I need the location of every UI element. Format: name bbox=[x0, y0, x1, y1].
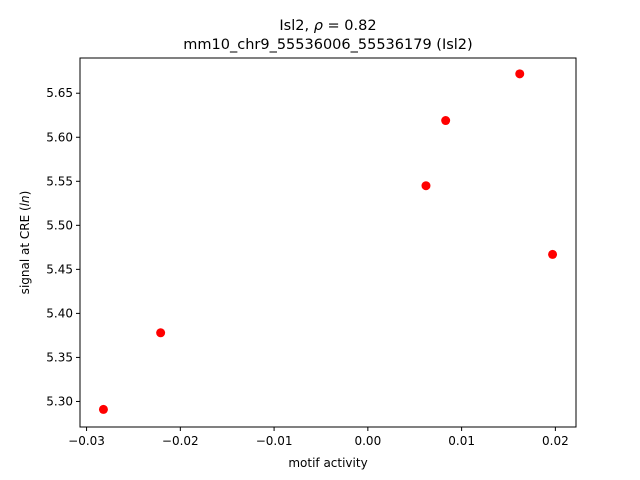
y-tick-label: 5.35 bbox=[46, 350, 73, 364]
y-tick-label: 5.65 bbox=[46, 86, 73, 100]
data-point bbox=[441, 116, 451, 126]
y-tick-label: 5.60 bbox=[46, 130, 73, 144]
data-point bbox=[156, 328, 166, 338]
x-tick-label: −0.03 bbox=[68, 434, 105, 448]
x-axis-ticks: −0.03 −0.02 −0.01 0.00 0.01 0.02 bbox=[68, 427, 569, 448]
plot-area-frame bbox=[79, 57, 577, 428]
x-tick-label: −0.02 bbox=[162, 434, 199, 448]
x-tick-label: 0.00 bbox=[354, 434, 381, 448]
data-point bbox=[515, 69, 525, 79]
x-axis-label: motif activity bbox=[288, 456, 367, 470]
y-tick-label: 5.45 bbox=[46, 262, 73, 276]
chart-title-line1: Isl2, ρ = 0.82 bbox=[279, 18, 376, 34]
y-axis-label: signal at CRE (ln) bbox=[18, 191, 32, 295]
y-tick-label: 5.40 bbox=[46, 306, 73, 320]
y-tick-label: 5.50 bbox=[46, 218, 73, 232]
y-tick-label: 5.55 bbox=[46, 174, 73, 188]
y-tick-label: 5.30 bbox=[46, 394, 73, 408]
x-tick-label: 0.01 bbox=[448, 434, 475, 448]
data-point bbox=[421, 181, 431, 191]
chart-title-line2: mm10_chr9_55536006_55536179 (Isl2) bbox=[183, 37, 472, 53]
y-axis-ticks: 5.30 5.35 5.40 5.45 5.50 5.55 5.60 5.65 bbox=[46, 86, 80, 408]
data-points bbox=[98, 69, 558, 414]
x-tick-label: 0.02 bbox=[542, 434, 569, 448]
data-point bbox=[98, 404, 108, 414]
data-point bbox=[548, 249, 558, 259]
x-tick-label: −0.01 bbox=[256, 434, 293, 448]
